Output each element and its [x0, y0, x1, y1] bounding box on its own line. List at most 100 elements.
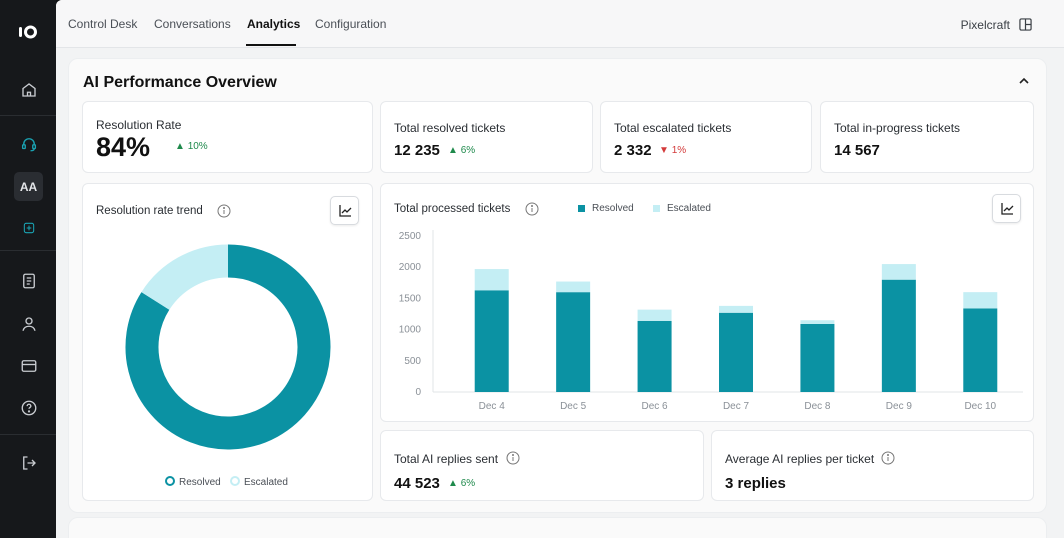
bar-escalated	[963, 292, 998, 309]
kpi-resolution-rate: Resolution Rate 84% ▲ 10%	[82, 101, 373, 173]
top-navigation: Control Desk Conversations Analytics Con…	[56, 0, 1064, 48]
workspace-name: Pixelcraft	[960, 18, 1010, 32]
kpi-value: 3 replies	[725, 475, 786, 492]
kpi-label: Total AI replies sent	[394, 452, 499, 466]
kpi-escalated-tickets: Total escalated tickets 2 332 ▼ 1%	[600, 101, 812, 173]
sidebar-users[interactable]	[14, 309, 43, 338]
x-tick-label: Dec 8	[804, 401, 831, 412]
x-tick-label: Dec 9	[886, 401, 913, 412]
main-area: Control Desk Conversations Analytics Con…	[56, 0, 1064, 538]
legend-resolved-swatch	[578, 205, 585, 212]
kpi-label: Total resolved tickets	[394, 121, 506, 135]
bar-escalated	[474, 269, 509, 291]
sidebar-workspace-aa[interactable]: AA	[14, 172, 43, 201]
legend-escalated-swatch	[653, 205, 660, 212]
workspace-avatar-label: AA	[19, 179, 38, 194]
donut-slice-escalated	[141, 244, 229, 311]
y-tick-label: 0	[415, 387, 421, 398]
sidebar-home[interactable]	[14, 75, 43, 104]
chart-type-button[interactable]	[330, 196, 359, 225]
kpi-label: Resolution Rate	[96, 118, 182, 132]
kpi-ai-replies: Total AI replies sent 44 523 ▲ 6%	[380, 430, 704, 501]
y-tick-label: 500	[404, 356, 421, 367]
info-icon[interactable]	[525, 202, 539, 216]
help-icon	[21, 400, 36, 415]
user-icon	[21, 316, 36, 331]
active-tab-indicator	[246, 44, 296, 46]
kpi-label: Average AI replies per ticket	[725, 452, 875, 466]
document-icon	[22, 273, 35, 288]
kpi-delta-value: 6%	[460, 478, 476, 489]
bar-resolved	[556, 292, 591, 392]
kpi-delta-value: 6%	[460, 145, 476, 156]
kpi-resolved-tickets: Total resolved tickets 12 235 ▲ 6%	[380, 101, 593, 173]
layout-toggle-icon[interactable]	[1019, 18, 1032, 31]
sidebar-help[interactable]	[14, 393, 43, 422]
donut-chart	[125, 244, 331, 450]
sidebar: AA	[0, 0, 56, 538]
bar-escalated	[556, 281, 591, 293]
bar-resolved	[637, 320, 672, 392]
kpi-delta: ▼ 1%	[659, 145, 687, 156]
bar-escalated	[719, 305, 753, 313]
bar-escalated	[881, 264, 916, 280]
kpi-delta: ▲ 6%	[448, 478, 476, 489]
tab-configuration[interactable]: Configuration	[315, 17, 387, 31]
collapse-chevron-icon[interactable]	[1018, 77, 1030, 85]
kpi-delta-value: 10%	[187, 141, 208, 152]
legend-resolved-swatch	[165, 476, 175, 486]
kpi-value: 2 332	[614, 142, 652, 159]
bar-chart: 0 500 1000 1500 2000 2500 Dec 4 Dec 5 Dec 6 Dec 7…	[399, 230, 1023, 412]
kpi-delta: ▲ 6%	[448, 145, 476, 156]
info-icon[interactable]	[506, 451, 520, 465]
ai-performance-panel: AI Performance Overview Resolution Rate …	[68, 58, 1047, 513]
sidebar-logout[interactable]	[14, 448, 43, 477]
legend-escalated-swatch	[230, 476, 240, 486]
y-tick-label: 1500	[399, 293, 422, 304]
bar-escalated	[800, 320, 835, 324]
kpi-delta-value: 1%	[671, 145, 687, 156]
kpi-avg-replies: Average AI replies per ticket 3 replies	[711, 430, 1034, 501]
kpi-delta: ▲ 10%	[175, 141, 208, 152]
next-panel	[68, 517, 1047, 538]
bar-resolved	[719, 312, 753, 392]
panel-title: AI Performance Overview	[83, 74, 277, 91]
kpi-in-progress-tickets: Total in-progress tickets 14 567	[820, 101, 1034, 173]
info-icon[interactable]	[217, 204, 231, 218]
tab-control-desk[interactable]: Control Desk	[68, 17, 138, 31]
sidebar-billing[interactable]	[14, 351, 43, 380]
chart-type-button[interactable]	[992, 194, 1021, 223]
home-icon	[21, 82, 36, 97]
logout-icon	[22, 455, 36, 470]
y-tick-label: 2500	[399, 231, 422, 242]
x-tick-label: Dec 10	[964, 401, 996, 412]
app-logo	[19, 25, 37, 39]
kpi-value: 12 235	[394, 142, 440, 159]
line-chart-icon	[338, 204, 351, 217]
kpi-value: 84%	[96, 132, 151, 162]
y-tick-label: 1000	[399, 325, 422, 336]
kpi-label: Total in-progress tickets	[834, 121, 961, 135]
bar-resolved	[881, 279, 916, 392]
resolution-trend-card: Resolution rate trend Resolved Escalated	[82, 183, 373, 501]
kpi-value: 44 523	[394, 475, 440, 492]
kpi-value: 14 567	[834, 142, 880, 159]
line-chart-icon	[1000, 202, 1013, 215]
legend-resolved-label: Resolved	[179, 477, 221, 488]
bar-resolved	[963, 308, 998, 392]
tab-analytics[interactable]: Analytics	[247, 17, 301, 31]
tab-conversations[interactable]: Conversations	[154, 17, 231, 31]
kpi-label: Total escalated tickets	[614, 121, 732, 135]
x-tick-label: Dec 5	[560, 401, 587, 412]
legend-escalated-label: Escalated	[244, 477, 288, 488]
headset-icon	[21, 137, 36, 151]
sidebar-support[interactable]	[14, 129, 43, 158]
sidebar-add-workspace[interactable]	[14, 213, 43, 242]
add-icon	[23, 222, 34, 233]
card-icon	[21, 359, 36, 372]
y-tick-label: 2000	[399, 262, 422, 273]
x-tick-label: Dec 4	[479, 401, 506, 412]
x-tick-label: Dec 6	[642, 401, 669, 412]
sidebar-documents[interactable]	[14, 266, 43, 295]
info-icon[interactable]	[881, 451, 895, 465]
